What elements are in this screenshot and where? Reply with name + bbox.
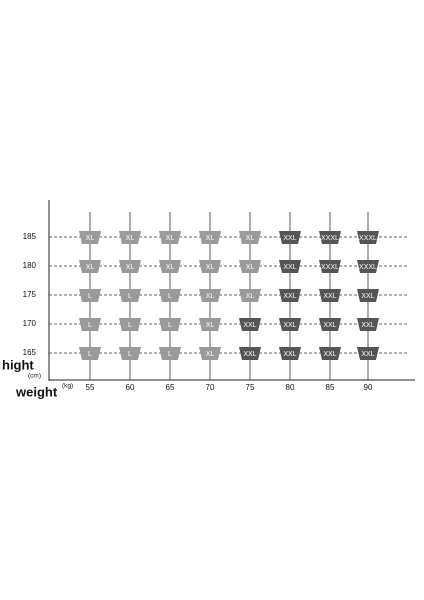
height-label: 185: [23, 232, 37, 241]
size-label: XXL: [323, 322, 336, 329]
size-label: XL: [246, 264, 255, 271]
size-label: L: [88, 351, 92, 358]
size-icon: [319, 289, 341, 302]
size-label: XXXL: [359, 264, 377, 271]
size-icon: [357, 318, 379, 331]
size-label: XXL: [283, 264, 296, 271]
size-label: XXL: [323, 351, 336, 358]
size-label: XXL: [243, 322, 256, 329]
size-icon: [119, 260, 141, 273]
x-axis-unit: (kg): [62, 383, 73, 390]
size-icon: [159, 347, 181, 360]
height-label: 165: [23, 348, 37, 357]
size-label: XL: [206, 264, 215, 271]
size-label: XXL: [283, 293, 296, 300]
size-icon: [119, 347, 141, 360]
size-label: XL: [206, 235, 215, 242]
size-icon: [279, 231, 301, 244]
size-label: L: [128, 293, 132, 300]
size-icon: [357, 260, 379, 273]
size-icon: [199, 231, 221, 244]
size-label: XL: [246, 293, 255, 300]
size-label: XXL: [283, 322, 296, 329]
size-label: XXL: [361, 293, 374, 300]
size-label: L: [88, 293, 92, 300]
size-label: XL: [206, 322, 215, 329]
size-label: XL: [246, 235, 255, 242]
size-label: XXL: [361, 322, 374, 329]
size-label: L: [128, 351, 132, 358]
height-label: 170: [23, 319, 37, 328]
size-label: XL: [166, 235, 175, 242]
size-label: L: [128, 322, 132, 329]
size-label: XXL: [323, 293, 336, 300]
size-label: XXXL: [321, 264, 339, 271]
size-icon: [279, 318, 301, 331]
size-icon: [279, 347, 301, 360]
size-label: XXL: [283, 235, 296, 242]
size-icon: [79, 289, 101, 302]
size-label: XXL: [361, 351, 374, 358]
size-icon: [199, 260, 221, 273]
size-icon: [319, 231, 341, 244]
weight-label: 55: [86, 383, 95, 392]
size-icon: [239, 260, 261, 273]
weight-label: 70: [206, 383, 215, 392]
y-axis-unit: (cm): [28, 373, 41, 380]
size-icon: [199, 318, 221, 331]
x-axis-label: weight: [15, 384, 58, 399]
size-label: XXL: [243, 351, 256, 358]
height-label: 180: [23, 261, 37, 270]
size-icon: [357, 289, 379, 302]
weight-label: 75: [246, 383, 255, 392]
size-icon: [199, 289, 221, 302]
size-label: XL: [206, 351, 215, 358]
size-label: XL: [86, 264, 95, 271]
size-icon: [279, 260, 301, 273]
weight-label: 85: [326, 383, 335, 392]
height-label: 175: [23, 290, 37, 299]
size-icon: [319, 260, 341, 273]
size-label: XL: [206, 293, 215, 300]
size-label: XXL: [283, 351, 296, 358]
size-icon: [357, 347, 379, 360]
size-icon: [239, 318, 261, 331]
size-label: XL: [126, 264, 135, 271]
weight-label: 80: [286, 383, 295, 392]
size-icon: [239, 289, 261, 302]
size-icon: [279, 289, 301, 302]
size-label: L: [168, 322, 172, 329]
size-label: XL: [126, 235, 135, 242]
size-icon: [319, 318, 341, 331]
size-label: L: [168, 351, 172, 358]
size-icon: [239, 231, 261, 244]
weight-label: 60: [126, 383, 135, 392]
size-icon: [159, 289, 181, 302]
size-icon: [119, 289, 141, 302]
size-icon: [357, 231, 379, 244]
size-label: XL: [86, 235, 95, 242]
size-icon: [319, 347, 341, 360]
size-icon: [199, 347, 221, 360]
size-icon: [119, 318, 141, 331]
size-icon: [79, 260, 101, 273]
size-label: XXXL: [321, 235, 339, 242]
size-label: XXXL: [359, 235, 377, 242]
y-axis-label: hight: [2, 357, 34, 372]
size-label: L: [168, 293, 172, 300]
size-label: XL: [166, 264, 175, 271]
size-icon: [159, 231, 181, 244]
size-icon: [79, 318, 101, 331]
size-icon: [159, 260, 181, 273]
size-icon: [119, 231, 141, 244]
size-icon: [79, 231, 101, 244]
size-icon: [159, 318, 181, 331]
size-icon: [239, 347, 261, 360]
weight-label: 65: [166, 383, 175, 392]
size-icon: [79, 347, 101, 360]
size-label: L: [88, 322, 92, 329]
weight-label: 90: [364, 383, 373, 392]
